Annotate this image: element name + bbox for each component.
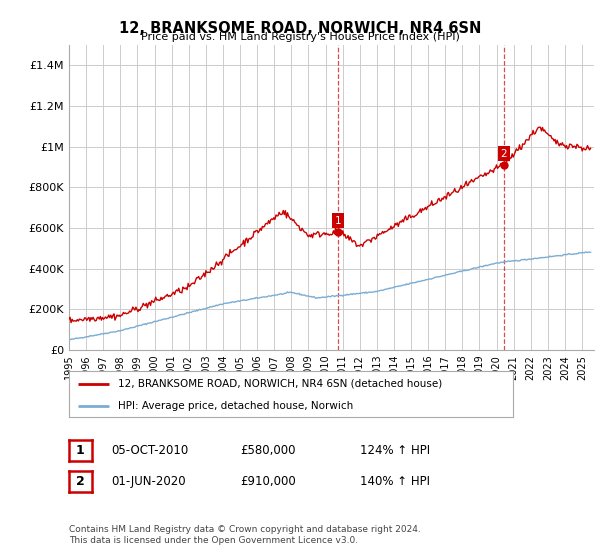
Text: 1: 1 [76,444,85,458]
Text: 140% ↑ HPI: 140% ↑ HPI [360,475,430,488]
Text: £910,000: £910,000 [240,475,296,488]
Text: 05-OCT-2010: 05-OCT-2010 [111,444,188,458]
Text: 12, BRANKSOME ROAD, NORWICH, NR4 6SN (detached house): 12, BRANKSOME ROAD, NORWICH, NR4 6SN (de… [118,379,442,389]
Text: Contains HM Land Registry data © Crown copyright and database right 2024.
This d: Contains HM Land Registry data © Crown c… [69,525,421,545]
Text: 1: 1 [335,216,341,226]
Text: Price paid vs. HM Land Registry's House Price Index (HPI): Price paid vs. HM Land Registry's House … [140,32,460,43]
Text: 01-JUN-2020: 01-JUN-2020 [111,475,185,488]
Text: HPI: Average price, detached house, Norwich: HPI: Average price, detached house, Norw… [118,400,353,410]
Text: 2: 2 [500,148,507,158]
Text: 2: 2 [76,475,85,488]
Text: £580,000: £580,000 [240,444,296,458]
Text: 12, BRANKSOME ROAD, NORWICH, NR4 6SN: 12, BRANKSOME ROAD, NORWICH, NR4 6SN [119,21,481,36]
Text: 124% ↑ HPI: 124% ↑ HPI [360,444,430,458]
